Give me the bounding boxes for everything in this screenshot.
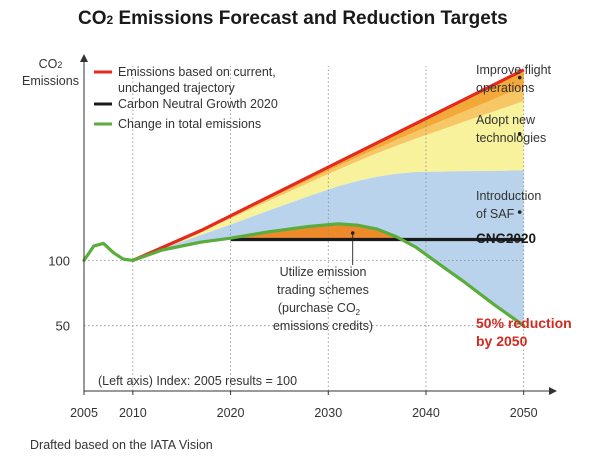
annotation-improve-flight-2: operations [476, 81, 534, 95]
band-emission-trading [230, 223, 397, 240]
series-line-total-emissions [82, 222, 526, 328]
lines-layer [82, 68, 526, 328]
chart-title: CO2 Emissions Forecast and Reduction Tar… [78, 8, 508, 30]
y-axis-label-emissions: Emissions [22, 74, 79, 88]
annotation-improve-dot [517, 75, 522, 80]
annotation-ets-3: (purchase CO2 [278, 301, 361, 317]
annotation-reduction-2: by 2050 [476, 333, 528, 349]
title-text-rest: Emissions Forecast and Reduction Targets [113, 8, 508, 29]
legend-label-0-line2: unchanged trajectory [118, 81, 235, 95]
annotations-layer: Improve flight operations Adopt new technol… [98, 63, 572, 388]
y-tick-label-100: 100 [48, 253, 70, 268]
annotation-new-tech-2: technologies [476, 131, 546, 145]
x-tick-label-2050: 2050 [510, 406, 538, 420]
grid-layer [84, 66, 525, 391]
y-axis-label: CO2 Emissions [22, 56, 79, 89]
x-tick-label-2020: 2020 [217, 406, 245, 420]
y-axis-label-sub: 2 [57, 60, 63, 70]
title-text: CO [78, 8, 107, 29]
legend: Emissions based on current, unchanged tra… [94, 65, 278, 131]
legend-label-2: Change in total emissions [118, 117, 261, 131]
annotation-ets-2: trading schemes [277, 283, 369, 297]
y-axis-label-co: CO [38, 57, 58, 71]
annotation-cng2020: CNG2020 [476, 231, 536, 246]
y-axis-arrow [80, 54, 88, 62]
annotation-ets-1: Utilize emission [280, 265, 367, 279]
x-tick-label-2030: 2030 [314, 406, 342, 420]
annotation-saf-2: of SAF [476, 207, 515, 221]
band-introduction-of-saf [132, 170, 524, 326]
band-new-tech-yellow [132, 101, 524, 261]
annotation-ets-4: emissions credits) [273, 319, 373, 333]
annotation-index-note: (Left axis) Index: 2005 results = 100 [98, 374, 297, 388]
axes-layer: 2005 2010 2020 2030 2040 2050 100 50 [48, 54, 557, 420]
legend-label-1: Carbon Neutral Growth 2020 [118, 97, 278, 111]
source-note: Drafted based on the IATA Vision [30, 438, 213, 452]
x-axis-arrow [549, 387, 557, 395]
y-tick-label-50: 50 [56, 319, 70, 334]
series-line-unchanged-trajectory [132, 68, 525, 262]
annotation-ets-subscript: 2 [356, 308, 361, 317]
x-tick-label-2005: 2005 [70, 406, 98, 420]
annotation-improve-flight-1: Improve flight [476, 63, 552, 77]
annotation-tech-dot [517, 131, 522, 136]
title-subscript: 2 [106, 13, 114, 27]
annotation-saf-dot [517, 210, 522, 214]
x-tick-label-2010: 2010 [119, 406, 147, 420]
legend-label-0: Emissions based on current, [118, 65, 276, 79]
annotation-new-tech-1: Adopt new [476, 113, 536, 127]
x-tick-label-2040: 2040 [412, 406, 440, 420]
annotation-saf-1: Introduction [476, 189, 541, 203]
annotation-reduction-1: 50% reduction [476, 315, 572, 331]
